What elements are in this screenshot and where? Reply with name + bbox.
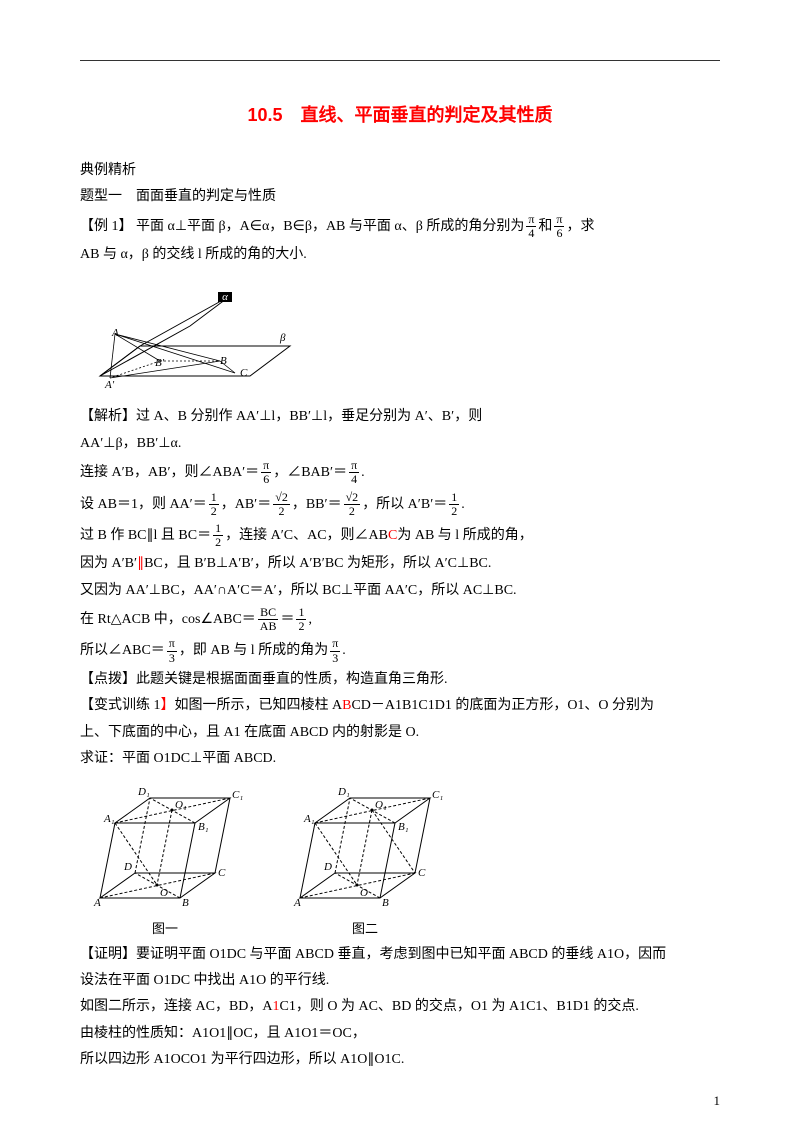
frac-half-b: 12 (449, 491, 459, 518)
frac-pi3-a: π3 (167, 637, 177, 664)
svg-text:A: A (293, 897, 301, 908)
variant-label: 【变式训练 1 (80, 698, 161, 713)
solution-p2: AA′⊥β，BB′⊥α. (80, 433, 720, 455)
solution-label: 【解析】 (80, 409, 136, 424)
example1-line2: AB 与 α，β 的交线 l 所成的角的大小. (80, 244, 720, 266)
proof-p2: 设法在平面 O1DC 中找出 A1O 的平行线. (80, 970, 720, 992)
frac-bcab: BCAB (258, 606, 279, 633)
svg-text:B₁: B₁ (398, 821, 409, 833)
heading-examples: 典例精析 (80, 160, 720, 182)
frac-pi6-b: π6 (261, 459, 271, 486)
svg-text:D₁: D₁ (137, 786, 150, 798)
svg-text:C: C (418, 867, 426, 879)
solution-p8: 在 Rt△ACB 中，cos∠ABC＝BCAB＝12, (80, 606, 720, 633)
pointing: 【点拨】此题关键是根据面面垂直的性质，构造直角三角形. (80, 669, 720, 691)
svg-text:β: β (279, 332, 286, 344)
svg-text:O₁: O₁ (375, 799, 387, 811)
variant-line3: 求证：平面 O1DC⊥平面 ABCD. (80, 748, 720, 770)
figure-planes: α β A B C A′ B′ (80, 276, 720, 396)
fig2-caption: 图二 (280, 919, 450, 940)
page-title: 10.5 直线、平面垂直的判定及其性质 (80, 101, 720, 130)
sol-p5-red: C (388, 528, 397, 543)
solution-p5: 过 B 作 BC∥l 且 BC＝12，连接 A′C、AC，则∠ABC为 AB 与… (80, 522, 720, 549)
svg-text:B: B (182, 897, 189, 908)
frac-sqrt2-a: √22 (273, 491, 290, 518)
frac-pi3-b: π3 (330, 637, 340, 664)
svg-text:A: A (93, 897, 101, 908)
example1-pre: 平面 α⊥平面 β，A∈α，B∈β，AB 与平面 α、β 所成的角分别为 (133, 218, 525, 233)
heading-topic: 题型一 面面垂直的判定与性质 (80, 186, 720, 208)
svg-text:D: D (323, 861, 332, 873)
svg-text:C₁: C₁ (432, 789, 443, 801)
proof-p3: 如图二所示，连接 AC，BD，A1C1，则 O 为 AC、BD 的交点，O1 为… (80, 996, 720, 1018)
example1-label: 【例 1】 (80, 218, 133, 233)
proof-p3-red: 1 (273, 999, 280, 1014)
solution-p4: 设 AB＝1，则 AA′＝12，AB′＝√22，BB′＝√22，所以 A′B′＝… (80, 491, 720, 518)
figure-two-block: A B C D A₁ B₁ C₁ D₁ O O₁ 图二 (280, 778, 450, 939)
variant-line2: 上、下底面的中心，且 A1 在底面 ABCD 内的射影是 O. (80, 722, 720, 744)
example1-between: 和 (538, 218, 552, 233)
fig1-caption: 图一 (80, 919, 250, 940)
frac-sqrt2-b: √22 (344, 491, 361, 518)
variant-line1: 【变式训练 1】如图一所示，已知四棱柱 ABCD－A1B1C1D1 的底面为正方… (80, 695, 720, 717)
example1-post: ，求 (566, 218, 594, 233)
frac-half-c: 12 (213, 522, 223, 549)
solution-p1: 【解析】过 A、B 分别作 AA′⊥l，BB′⊥l，垂足分别为 A′、B′，则 (80, 406, 720, 428)
frac-pi4: π4 (526, 213, 536, 240)
proof-p5: 所以四边形 A1OCO1 为平行四边形，所以 A1O∥O1C. (80, 1049, 720, 1071)
svg-text:O: O (360, 887, 368, 899)
svg-text:B₁: B₁ (198, 821, 209, 833)
svg-text:A₁: A₁ (103, 813, 115, 825)
proof-p1: 【证明】要证明平面 O1DC 与平面 ABCD 垂直，考虑到图中已知平面 ABC… (80, 944, 720, 966)
frac-pi6: π6 (554, 213, 564, 240)
svg-text:α: α (222, 291, 228, 303)
page: 10.5 直线、平面垂直的判定及其性质 典例精析 题型一 面面垂直的判定与性质 … (0, 0, 800, 1132)
svg-text:D₁: D₁ (337, 786, 350, 798)
solution-p9: 所以∠ABC＝π3，即 AB 与 l 所成的角为π3. (80, 637, 720, 664)
svg-text:C: C (240, 367, 248, 379)
figure-two: A B C D A₁ B₁ C₁ D₁ O O₁ (280, 778, 450, 908)
svg-text:D: D (123, 861, 132, 873)
svg-text:O: O (160, 887, 168, 899)
solution-p3: 连接 A′B，AB′，则∠ABA′＝π6，∠BAB′＝π4. (80, 459, 720, 486)
variant-red: 】 (161, 698, 175, 713)
frac-half-a: 12 (209, 491, 219, 518)
svg-text:C₁: C₁ (232, 789, 243, 801)
frac-pi4-b: π4 (349, 459, 359, 486)
page-number: 1 (714, 1091, 721, 1112)
svg-text:B: B (220, 355, 227, 367)
svg-text:O₁: O₁ (175, 799, 187, 811)
proof-p4: 由棱柱的性质知：A1O1∥OC，且 A1O1＝OC， (80, 1023, 720, 1045)
figure-one: A B C D A₁ B₁ C₁ D₁ O O₁ (80, 778, 250, 908)
svg-text:B: B (382, 897, 389, 908)
figure-one-block: A B C D A₁ B₁ C₁ D₁ O O₁ 图一 (80, 778, 250, 939)
solution-p6: 因为 A′B′∥BC，且 B′B⊥A′B′，所以 A′B′BC 为矩形，所以 A… (80, 553, 720, 575)
frac-half-d: 12 (296, 606, 306, 633)
solution-p7: 又因为 AA′⊥BC，AA′∩A′C＝A′，所以 BC⊥平面 AA′C，所以 A… (80, 580, 720, 602)
proof-label: 【证明】 (80, 947, 136, 962)
example1-line1: 【例 1】 平面 α⊥平面 β，A∈α，B∈β，AB 与平面 α、β 所成的角分… (80, 213, 720, 240)
title-text: 10.5 直线、平面垂直的判定及其性质 (247, 105, 552, 125)
figures-row: A B C D A₁ B₁ C₁ D₁ O O₁ 图一 (80, 778, 720, 939)
svg-text:A′: A′ (104, 379, 115, 391)
svg-text:A₁: A₁ (303, 813, 315, 825)
svg-text:C: C (218, 867, 226, 879)
top-rule (80, 60, 720, 61)
